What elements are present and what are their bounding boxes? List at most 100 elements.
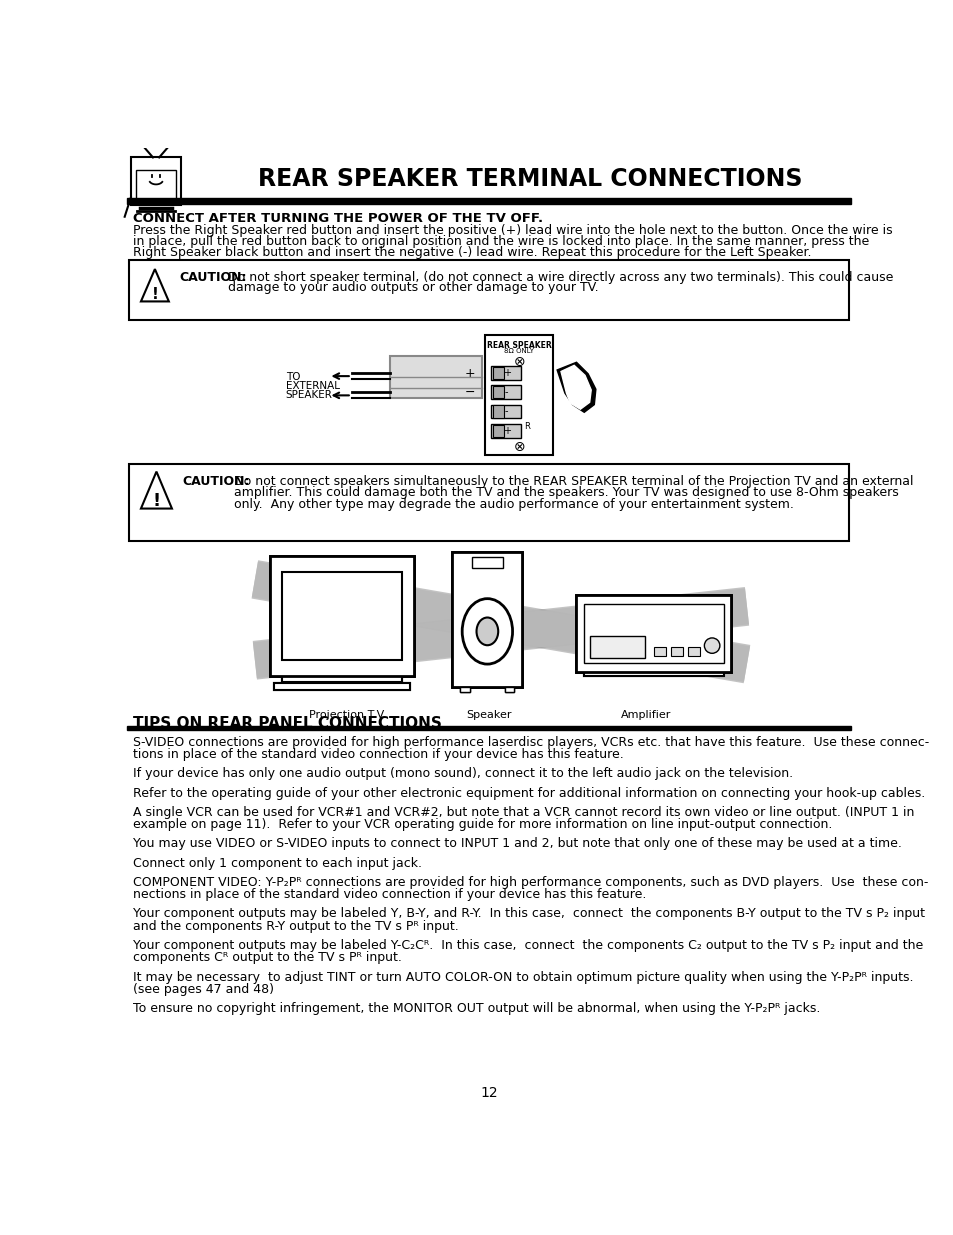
Text: Connect only 1 component to each input jack.: Connect only 1 component to each input j…: [133, 857, 422, 869]
Bar: [484, 336, 553, 454]
Bar: [129, 464, 848, 541]
Text: If your device has only one audio output (mono sound), connect it to the left au: If your device has only one audio output…: [133, 767, 793, 781]
Bar: [390, 356, 481, 399]
Text: in place, pull the red button back to original position and the wire is locked i: in place, pull the red button back to or…: [133, 235, 868, 248]
Text: Press the Right Speaker red button and insert the positive (+) lead wire into th: Press the Right Speaker red button and i…: [133, 225, 892, 237]
Text: +: +: [502, 426, 510, 436]
Bar: [459, 687, 469, 692]
Bar: [459, 687, 469, 692]
Ellipse shape: [461, 599, 512, 664]
Bar: [654, 647, 666, 656]
Bar: [270, 556, 414, 676]
Bar: [472, 557, 502, 568]
Text: damage to your audio outputs or other damage to your TV.: damage to your audio outputs or other da…: [228, 282, 598, 294]
Text: Refer to the operating guide of your other electronic equipment for additional i: Refer to the operating guide of your oth…: [133, 787, 924, 799]
Text: nections in place of the standard video connection if your device has this featu: nections in place of the standard video …: [133, 888, 646, 902]
Text: +: +: [464, 367, 475, 379]
Ellipse shape: [461, 599, 512, 664]
Bar: [282, 572, 402, 661]
Bar: [583, 604, 723, 662]
Bar: [452, 552, 521, 687]
Bar: [491, 405, 520, 419]
Text: only.  Any other type may degrade the audio performance of your entertainment sy: only. Any other type may degrade the aud…: [233, 498, 793, 511]
Circle shape: [703, 638, 720, 653]
Bar: [127, 726, 850, 730]
Bar: [670, 647, 682, 656]
Text: Do not short speaker terminal, (do not connect a wire directly across any two te: Do not short speaker terminal, (do not c…: [228, 270, 892, 284]
Bar: [270, 556, 414, 676]
Bar: [282, 674, 402, 682]
Text: CONNECT AFTER TURNING THE POWER OF THE TV OFF.: CONNECT AFTER TURNING THE POWER OF THE T…: [133, 212, 543, 225]
Text: components Cᴿ output to the TV s Pᴿ input.: components Cᴿ output to the TV s Pᴿ inpu…: [133, 951, 401, 965]
Bar: [282, 674, 402, 682]
Bar: [491, 366, 520, 380]
Bar: [583, 672, 723, 677]
Text: (see pages 47 and 48): (see pages 47 and 48): [133, 983, 274, 995]
Text: EXTERNAL: EXTERNAL: [286, 380, 339, 390]
Bar: [583, 672, 723, 677]
Ellipse shape: [476, 618, 497, 645]
Text: CAUTION:: CAUTION:: [179, 270, 247, 284]
Bar: [654, 647, 666, 656]
Text: R: R: [523, 421, 529, 431]
Bar: [576, 595, 731, 672]
Bar: [687, 647, 700, 656]
Text: -: -: [504, 406, 508, 416]
Text: A single VCR can be used for VCR#1 and VCR#2, but note that a VCR cannot record : A single VCR can be used for VCR#1 and V…: [133, 805, 914, 819]
Text: example on page 11).  Refer to your VCR operating guide for more information on : example on page 11). Refer to your VCR o…: [133, 818, 832, 831]
Text: REAR SPEAKER TERMINAL CONNECTIONS: REAR SPEAKER TERMINAL CONNECTIONS: [257, 167, 801, 191]
Bar: [590, 636, 644, 658]
Bar: [493, 425, 504, 437]
Text: TIPS ON REAR PANEL CONNECTIONS: TIPS ON REAR PANEL CONNECTIONS: [133, 716, 441, 731]
Bar: [129, 259, 848, 320]
Text: TO: TO: [286, 372, 300, 382]
Text: !: !: [152, 287, 158, 303]
Bar: [472, 557, 502, 568]
Text: 12: 12: [479, 1086, 497, 1100]
Text: amplifier. This could damage both the TV and the speakers. Your TV was designed : amplifier. This could damage both the TV…: [233, 487, 898, 499]
Bar: [282, 572, 402, 661]
Text: It may be necessary  to adjust TINT or turn AUTO COLOR-ON to obtain optimum pict: It may be necessary to adjust TINT or tu…: [133, 971, 913, 983]
Bar: [274, 683, 410, 689]
Bar: [670, 647, 682, 656]
Text: Do not connect speakers simultaneously to the REAR SPEAKER terminal of the Proje: Do not connect speakers simultaneously t…: [233, 474, 912, 488]
Text: ⊗: ⊗: [513, 356, 524, 369]
Bar: [136, 169, 175, 199]
Text: and the components R-Y output to the TV s Pᴿ input.: and the components R-Y output to the TV …: [133, 920, 458, 932]
Text: -: -: [504, 388, 508, 398]
Text: Projection T.V.: Projection T.V.: [309, 710, 386, 720]
Text: COMPONENT VIDEO: Y-P₂Pᴿ connections are provided for high performance components: COMPONENT VIDEO: Y-P₂Pᴿ connections are …: [133, 876, 927, 889]
Bar: [127, 199, 850, 204]
Text: Your component outputs may be labeled Y, B-Y, and R-Y.  In this case,  connect  : Your component outputs may be labeled Y,…: [133, 908, 924, 920]
Text: Your component outputs may be labeled Y-C₂Cᴿ.  In this case,  connect  the compo: Your component outputs may be labeled Y-…: [133, 939, 923, 952]
Text: Speaker: Speaker: [466, 710, 511, 720]
Ellipse shape: [476, 618, 497, 645]
Polygon shape: [560, 366, 591, 409]
Text: ⊗: ⊗: [513, 440, 524, 454]
Bar: [576, 595, 731, 672]
Bar: [687, 647, 700, 656]
Bar: [493, 405, 504, 417]
Bar: [493, 387, 504, 399]
Text: SPEAKER: SPEAKER: [286, 390, 333, 400]
Text: S-VIDEO connections are provided for high performance laserdisc players, VCRs et: S-VIDEO connections are provided for hig…: [133, 736, 928, 748]
Text: CAUTION:: CAUTION:: [183, 474, 250, 488]
Text: tions in place of the standard video connection if your device has this feature.: tions in place of the standard video con…: [133, 748, 623, 761]
Text: Right Speaker black button and insert the negative (-) lead wire. Repeat this pr: Right Speaker black button and insert th…: [133, 246, 811, 259]
Bar: [493, 367, 504, 379]
Text: REAR SPEAKER: REAR SPEAKER: [486, 341, 551, 351]
Text: Amplifier: Amplifier: [620, 710, 671, 720]
Polygon shape: [141, 472, 172, 509]
Bar: [505, 687, 514, 692]
Bar: [583, 604, 723, 662]
Bar: [590, 636, 644, 658]
Text: +: +: [502, 368, 510, 378]
Text: 8Ω ONLY: 8Ω ONLY: [503, 347, 534, 353]
Polygon shape: [557, 362, 596, 412]
Bar: [274, 683, 410, 689]
Bar: [452, 552, 521, 687]
Circle shape: [703, 638, 720, 653]
Bar: [131, 157, 181, 205]
Text: −: −: [464, 385, 475, 399]
Polygon shape: [141, 269, 169, 301]
